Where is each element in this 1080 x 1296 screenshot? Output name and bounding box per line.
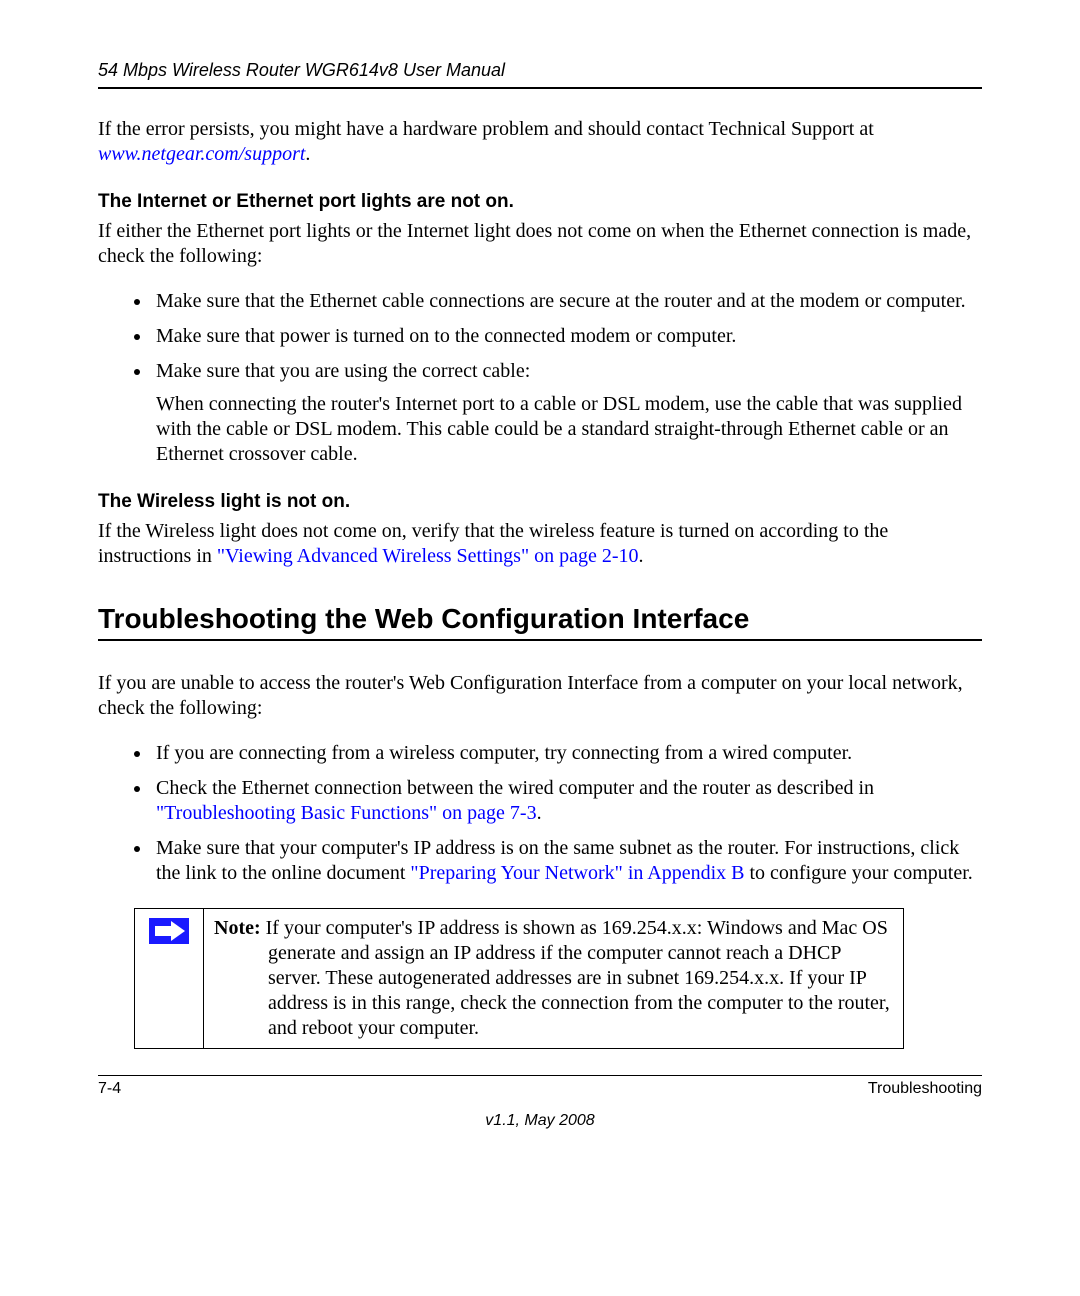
arrow-icon (147, 916, 191, 946)
footer-section: Troubleshooting (868, 1080, 982, 1098)
ethernet-bullet-2: Make sure that power is turned on to the… (152, 324, 982, 349)
troubleshoot-basic-link[interactable]: "Troubleshooting Basic Functions" on pag… (156, 802, 537, 824)
header-rule (98, 87, 982, 89)
webconfig-b2-before: Check the Ethernet connection between th… (156, 777, 874, 799)
ethernet-bullet-list: Make sure that the Ethernet cable connec… (98, 289, 982, 467)
heading-wireless-light: The Wireless light is not on. (98, 491, 982, 513)
footer-page-num: 7-4 (98, 1080, 121, 1098)
intro-paragraph: If the error persists, you might have a … (98, 117, 982, 167)
page: 54 Mbps Wireless Router WGR614v8 User Ma… (0, 0, 1080, 1170)
heading-web-config: Troubleshooting the Web Configuration In… (98, 603, 982, 635)
ethernet-bullet-3-sub: When connecting the router's Internet po… (156, 392, 982, 467)
webconfig-bullet-3: Make sure that your computer's IP addres… (152, 836, 982, 886)
webconfig-b2-after: . (537, 802, 542, 824)
note-label: Note: (214, 917, 266, 939)
webconfig-b3-after: to configure your computer. (745, 862, 973, 884)
support-link[interactable]: www.netgear.com/support (98, 143, 305, 165)
heading-ethernet-lights: The Internet or Ethernet port lights are… (98, 191, 982, 213)
note-rest: generate and assign an IP address if the… (214, 941, 893, 1041)
note-box: Note: If your computer's IP address is s… (134, 908, 904, 1049)
intro-text-before: If the error persists, you might have a … (98, 118, 874, 140)
wireless-para: If the Wireless light does not come on, … (98, 519, 982, 569)
footer: 7-4 Troubleshooting (98, 1080, 982, 1098)
note-first-line: If your computer's IP address is shown a… (266, 917, 888, 939)
ethernet-bullet-1: Make sure that the Ethernet cable connec… (152, 289, 982, 314)
header-doc-title: 54 Mbps Wireless Router WGR614v8 User Ma… (98, 60, 982, 81)
footer-version: v1.1, May 2008 (98, 1112, 982, 1130)
webconfig-bullet-2: Check the Ethernet connection between th… (152, 776, 982, 826)
note-text: Note: If your computer's IP address is s… (214, 916, 893, 1041)
ethernet-bullet-3-text: Make sure that you are using the correct… (156, 360, 530, 382)
webconfig-bullet-1: If you are connecting from a wireless co… (152, 741, 982, 766)
note-text-cell: Note: If your computer's IP address is s… (204, 909, 904, 1049)
footer-rule (98, 1075, 982, 1076)
wireless-para-after: . (639, 545, 644, 567)
webconfig-bullet-list: If you are connecting from a wireless co… (98, 741, 982, 886)
ethernet-intro-para: If either the Ethernet port lights or th… (98, 219, 982, 269)
wireless-settings-link[interactable]: "Viewing Advanced Wireless Settings" on … (217, 545, 639, 567)
intro-text-after: . (305, 143, 310, 165)
section-rule (98, 639, 982, 641)
webconfig-intro-para: If you are unable to access the router's… (98, 671, 982, 721)
note-icon-cell (135, 909, 204, 1049)
prepare-network-link[interactable]: "Preparing Your Network" in Appendix B (410, 862, 744, 884)
ethernet-bullet-3: Make sure that you are using the correct… (152, 359, 982, 467)
